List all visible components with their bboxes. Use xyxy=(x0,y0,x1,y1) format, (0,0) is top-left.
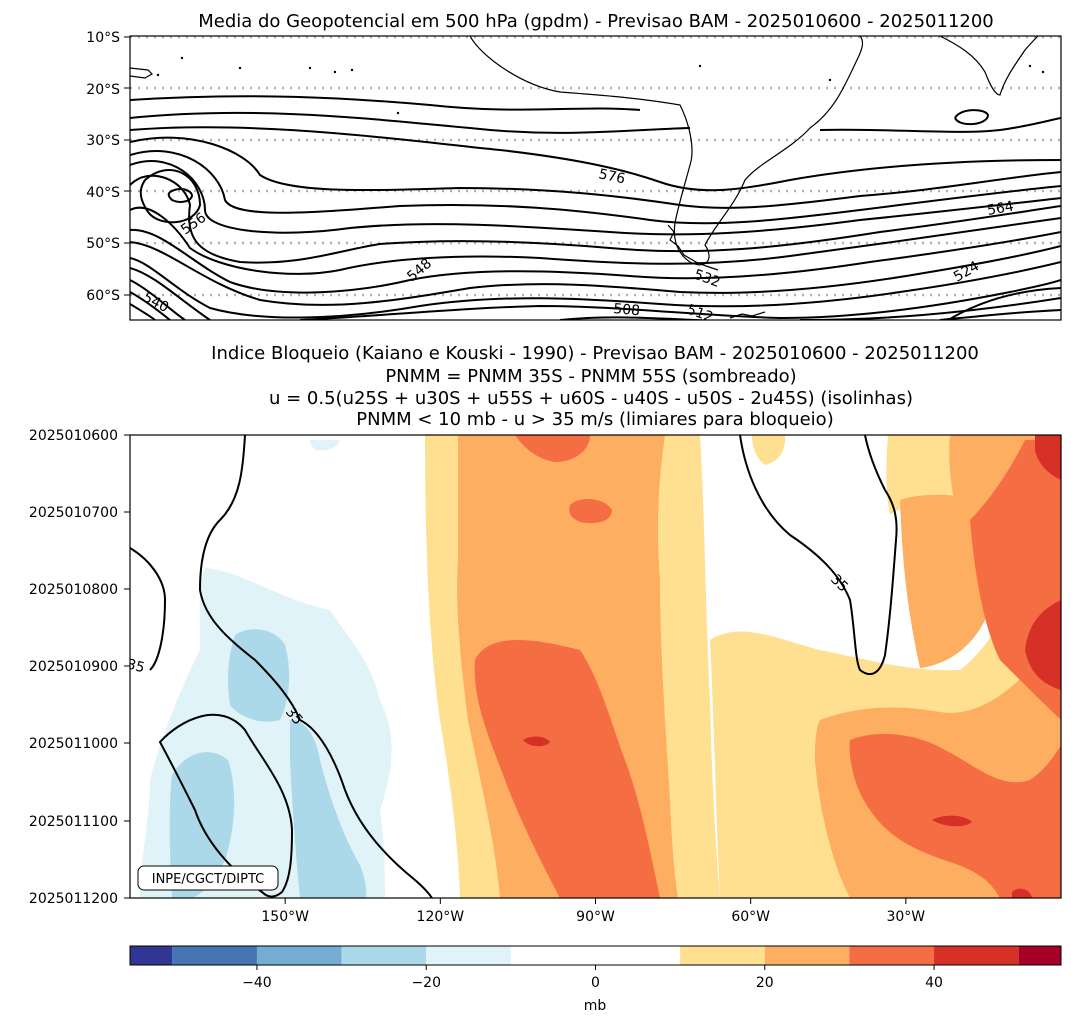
map-ytick-label: 60°S xyxy=(86,288,120,304)
contour-568 xyxy=(130,150,1061,225)
coast-specks xyxy=(145,56,1045,212)
colorbar-segment xyxy=(764,946,850,965)
hovmoller-xtick-label: 150°W xyxy=(261,909,309,925)
map-ytick-label: 30°S xyxy=(86,133,120,149)
hovmoller-xtick-label: 30°W xyxy=(886,909,925,925)
colorbar-tick-label: 0 xyxy=(591,975,600,991)
contour-544 xyxy=(130,241,1061,306)
colorbar-segment xyxy=(341,946,427,965)
hovmoller-ytick-label: 2025011100 xyxy=(29,814,118,830)
colorbar-segment xyxy=(256,946,342,965)
contour-580 xyxy=(130,111,691,134)
contour-520 xyxy=(946,287,1061,320)
hovmoller-ytick-label: 2025011000 xyxy=(29,736,118,752)
hovmoller-ytick-label: 2025010600 xyxy=(29,428,118,444)
contour-north-small xyxy=(954,109,990,126)
contour-label-564: 564 xyxy=(986,199,1015,219)
contour-584-north xyxy=(130,95,641,111)
contour-556b xyxy=(130,174,1061,264)
hovmoller-ytick-label: 2025010800 xyxy=(29,582,118,598)
colorbar-segment xyxy=(426,946,511,965)
contour-label-576: 576 xyxy=(597,166,627,187)
contour-556 xyxy=(167,188,194,203)
hovmoller-ytick-label: 2025010700 xyxy=(29,505,118,521)
credit-box: INPE/CGCT/DIPTC xyxy=(137,865,279,891)
shade-pos-30-40-top xyxy=(515,435,590,462)
shade-neg-mid-3 xyxy=(290,719,367,898)
isoline-35-west xyxy=(198,435,433,898)
map-ytick-label: 10°S xyxy=(86,30,120,46)
colorbar-segment xyxy=(510,946,681,965)
hovmoller-xtick-label: 60°W xyxy=(731,909,770,925)
map-y-axis: 10°S 20°S 30°S 40°S 50°S 60°S xyxy=(86,30,130,304)
colorbar-segment xyxy=(172,946,257,965)
hovmoller-plot-area: 35 35 35 xyxy=(125,435,1061,898)
colorbar-segment xyxy=(130,946,173,965)
contour-536 xyxy=(130,267,1061,320)
hovmoller-xtick-label: 120°W xyxy=(417,909,465,925)
isoline-35-left xyxy=(130,547,167,671)
contour-524 xyxy=(130,303,156,320)
map-ytick-label: 20°S xyxy=(86,82,120,98)
hovmoller-ytick-label: 2025011200 xyxy=(29,891,118,907)
isoline-label-35-left: 35 xyxy=(125,656,146,676)
map-gridlines xyxy=(130,36,1061,297)
contour-552 xyxy=(130,206,1061,275)
contour-564 xyxy=(130,160,1061,236)
hovmoller-title-line-4: PNMM < 10 mb - u > 35 m/s (limiares para… xyxy=(356,409,833,430)
hovmoller-ytick-label: 2025010900 xyxy=(29,659,118,675)
coastline-island-1 xyxy=(130,67,153,79)
shade-pos-40-50-2 xyxy=(1025,600,1061,690)
shade-pos-40-50-3 xyxy=(523,736,550,747)
hovmoller-title-line-2: PNMM = PNMM 35S - PNMM 55S (sombreado) xyxy=(385,366,796,387)
map-ytick-label: 50°S xyxy=(86,236,120,252)
contour-560 xyxy=(139,169,202,224)
contour-label-508: 508 xyxy=(613,301,641,319)
colorbar-tick-label: −40 xyxy=(242,975,272,991)
colorbar-tick-label: 40 xyxy=(925,975,943,991)
credit-text: INPE/CGCT/DIPTC xyxy=(152,872,264,887)
shade-pos-40-50-5 xyxy=(1012,888,1032,898)
colorbar-segment xyxy=(934,946,1019,965)
colorbar-segment xyxy=(849,946,935,965)
shade-neg-light-2 xyxy=(310,440,340,451)
isoline-35-loop xyxy=(158,713,294,898)
isoline-35-east xyxy=(739,435,898,676)
shade-pos-10-20-top xyxy=(752,435,786,465)
coastline-africa xyxy=(939,36,1039,96)
u-isolines xyxy=(130,435,898,898)
contour-572 xyxy=(130,136,1061,209)
colorbar-segment xyxy=(1018,946,1061,965)
colorbar: −40 −20 0 20 40 xyxy=(129,945,1062,991)
contour-ne xyxy=(819,117,1061,133)
geopotential-contours xyxy=(130,95,1061,320)
contour-548 xyxy=(130,228,1061,294)
hovmoller-x-axis: 150°W 120°W 90°W 60°W 30°W xyxy=(261,898,925,925)
map-plot-area: 576 556 564 548 540 532 508 512 524 xyxy=(130,36,1061,320)
shade-pos-30-40 xyxy=(474,640,660,898)
contour-540 xyxy=(130,257,1061,319)
hovmoller-xtick-label: 90°W xyxy=(576,909,615,925)
hovmoller-title-line-1: Indice Bloqueio (Kaiano e Kouski - 1990)… xyxy=(211,343,979,364)
colorbar-label: mb xyxy=(584,998,607,1014)
colorbar-segment xyxy=(680,946,765,965)
coastline-south-america xyxy=(469,36,864,266)
hovmoller-y-axis: 2025010600 2025010700 2025010800 2025010… xyxy=(29,428,130,907)
contour-576 xyxy=(130,126,1061,192)
map-frame xyxy=(129,35,1062,321)
shade-pos-30-40-blob xyxy=(569,498,612,524)
colorbar-tick-label: 20 xyxy=(756,975,774,991)
hovmoller-title-line-3: u = 0.5(u25S + u30S + u55S + u60S - u40S… xyxy=(269,388,913,409)
contour-528 xyxy=(130,291,1061,320)
hovmoller-title: Indice Bloqueio (Kaiano e Kouski - 1990)… xyxy=(211,343,979,430)
shade-neg-mid-1 xyxy=(227,629,290,722)
colorbar-tick-label: −20 xyxy=(411,975,441,991)
shade-pos-40-50-4 xyxy=(932,815,972,827)
map-ytick-label: 40°S xyxy=(86,185,120,201)
shade-pos-40-50-1 xyxy=(1035,435,1061,480)
map-title: Media do Geopotencial em 500 hPa (gpdm) … xyxy=(198,11,994,32)
